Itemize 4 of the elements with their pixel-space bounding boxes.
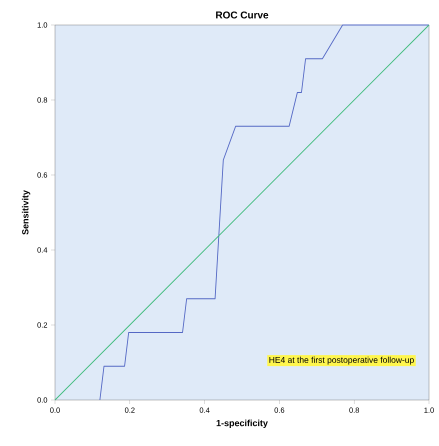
x-axis-title: 1-specificity (216, 420, 268, 428)
annotation: HE4 at the first postoperative follow-up (269, 356, 414, 365)
chart-title: ROC Curve (216, 11, 268, 18)
y-axis-title: Sensitivity (22, 190, 30, 235)
